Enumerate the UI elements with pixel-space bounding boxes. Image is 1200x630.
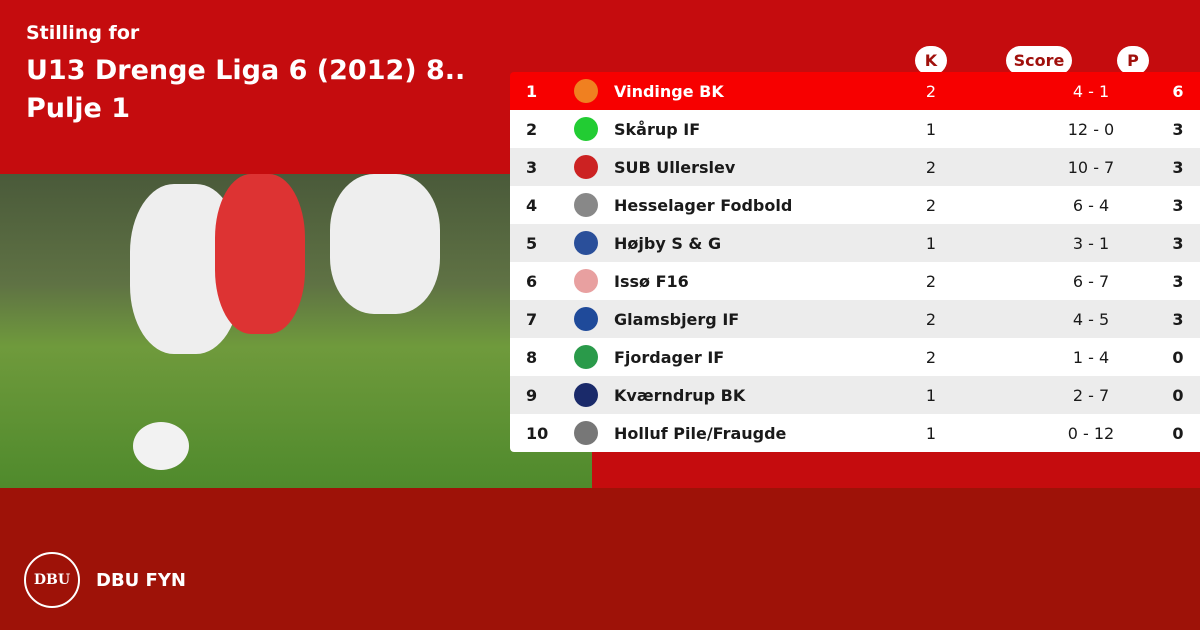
group-title: Pulje 1 <box>26 93 131 124</box>
dbu-logo: DBU <box>24 552 80 608</box>
position: 8 <box>526 347 538 367</box>
position: 5 <box>526 233 538 253</box>
matches-played: 2 <box>925 309 937 329</box>
team-logo-icon <box>562 117 610 141</box>
subtitle: Stilling for <box>26 22 140 44</box>
org-name: DBU FYN <box>96 569 186 591</box>
score: 4 - 1 <box>1072 81 1110 101</box>
position: 7 <box>526 309 538 329</box>
score: 6 - 7 <box>1072 271 1110 291</box>
score: 10 - 7 <box>1067 157 1115 177</box>
team-logo-icon <box>562 269 610 293</box>
points: 3 <box>1172 157 1184 177</box>
team-name: Issø F16 <box>614 271 689 291</box>
column-header-score[interactable]: Score <box>1006 46 1072 75</box>
team-logo-icon <box>574 193 598 217</box>
position: 1 <box>526 81 538 101</box>
team-logo-icon <box>574 307 598 331</box>
team-logo-icon <box>574 383 598 407</box>
team-name: Højby S & G <box>614 233 722 253</box>
team-logo-icon <box>562 193 610 217</box>
team-logo-icon <box>562 383 610 407</box>
team-logo-icon <box>574 421 598 445</box>
team-name: Kværndrup BK <box>614 385 746 405</box>
match-photo <box>0 174 592 488</box>
team-logo-icon <box>574 117 598 141</box>
position: 9 <box>526 385 538 405</box>
table-row[interactable]: 3 SUB Ullerslev 2 10 - 7 3 <box>510 148 1200 186</box>
score: 12 - 0 <box>1067 119 1115 139</box>
team-name: Glamsbjerg IF <box>614 309 740 329</box>
matches-played: 2 <box>925 195 937 215</box>
matches-played: 1 <box>925 119 937 139</box>
team-logo-icon <box>562 155 610 179</box>
score: 3 - 1 <box>1072 233 1110 253</box>
team-logo-icon <box>574 79 598 103</box>
table-row[interactable]: 5 Højby S & G 1 3 - 1 3 <box>510 224 1200 262</box>
table-row[interactable]: 6 Issø F16 2 6 - 7 3 <box>510 262 1200 300</box>
team-name: Hesselager Fodbold <box>614 195 793 215</box>
score: 1 - 4 <box>1072 347 1110 367</box>
team-logo-icon <box>574 269 598 293</box>
points: 6 <box>1172 81 1184 101</box>
points: 3 <box>1172 233 1184 253</box>
page-title: Stilling for U13 Drenge Liga 6 (2012) 8.… <box>26 22 465 128</box>
team-name: SUB Ullerslev <box>614 157 736 177</box>
team-logo-icon <box>562 231 610 255</box>
position: 6 <box>526 271 538 291</box>
score: 6 - 4 <box>1072 195 1110 215</box>
matches-played: 2 <box>925 271 937 291</box>
standings-table: 1 Vindinge BK 2 4 - 1 6 2 Skårup IF 1 12 - 0 3 3 SU… <box>510 72 1200 452</box>
team-logo-icon <box>562 345 610 369</box>
team-logo-icon <box>562 421 610 445</box>
table-row[interactable]: 9 Kværndrup BK 1 2 - 7 0 <box>510 376 1200 414</box>
position: 2 <box>526 119 538 139</box>
team-name: Vindinge BK <box>614 81 724 101</box>
league-title: U13 Drenge Liga 6 (2012) 8.. <box>26 55 466 86</box>
position: 10 <box>526 423 549 443</box>
matches-played: 1 <box>925 423 937 443</box>
team-logo-icon <box>562 307 610 331</box>
table-row[interactable]: 1 Vindinge BK 2 4 - 1 6 <box>510 72 1200 110</box>
matches-played: 2 <box>925 157 937 177</box>
team-name: Fjordager IF <box>614 347 725 367</box>
team-logo-icon <box>562 79 610 103</box>
position: 4 <box>526 195 538 215</box>
column-header-k[interactable]: K <box>915 46 947 75</box>
points: 0 <box>1172 347 1184 367</box>
points: 3 <box>1172 119 1184 139</box>
team-logo-icon <box>574 155 598 179</box>
score: 0 - 12 <box>1067 423 1115 443</box>
points: 0 <box>1172 423 1184 443</box>
team-logo-icon <box>574 231 598 255</box>
table-row[interactable]: 8 Fjordager IF 2 1 - 4 0 <box>510 338 1200 376</box>
matches-played: 2 <box>925 81 937 101</box>
matches-played: 2 <box>925 347 937 367</box>
column-header-p[interactable]: P <box>1117 46 1149 75</box>
table-row[interactable]: 7 Glamsbjerg IF 2 4 - 5 3 <box>510 300 1200 338</box>
matches-played: 1 <box>925 385 937 405</box>
points: 3 <box>1172 309 1184 329</box>
score: 2 - 7 <box>1072 385 1110 405</box>
points: 3 <box>1172 195 1184 215</box>
table-row[interactable]: 10 Holluf Pile/Fraugde 1 0 - 12 0 <box>510 414 1200 452</box>
team-name: Skårup IF <box>614 119 701 139</box>
footer: DBU DBU FYN <box>24 552 186 608</box>
score: 4 - 5 <box>1072 309 1110 329</box>
matches-played: 1 <box>925 233 937 253</box>
position: 3 <box>526 157 538 177</box>
team-logo-icon <box>574 345 598 369</box>
table-row[interactable]: 4 Hesselager Fodbold 2 6 - 4 3 <box>510 186 1200 224</box>
points: 3 <box>1172 271 1184 291</box>
points: 0 <box>1172 385 1184 405</box>
team-name: Holluf Pile/Fraugde <box>614 423 787 443</box>
table-row[interactable]: 2 Skårup IF 1 12 - 0 3 <box>510 110 1200 148</box>
